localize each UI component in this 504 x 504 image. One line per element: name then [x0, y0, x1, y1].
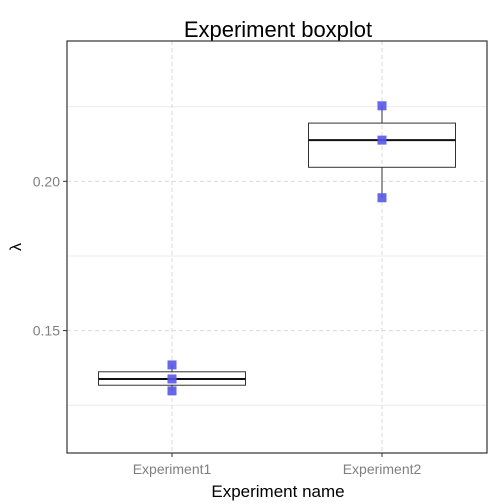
y-axis-label: λ — [8, 243, 25, 251]
chart-title: Experiment boxplot — [184, 17, 372, 42]
box-rect — [308, 122, 456, 168]
data-point — [377, 135, 387, 145]
data-point — [377, 101, 387, 111]
y-axis-ticks: 0.15 0.20 — [33, 173, 67, 339]
x-tick-label: Experiment2 — [343, 461, 422, 477]
data-point — [167, 360, 177, 370]
data-points — [167, 101, 387, 396]
data-point — [377, 193, 387, 203]
x-axis-label: Experiment name — [211, 482, 344, 501]
y-tick-label: 0.20 — [33, 173, 60, 189]
data-point — [167, 374, 177, 384]
grid-lines — [67, 41, 487, 453]
data-point — [167, 386, 177, 396]
y-tick-label: 0.15 — [33, 323, 60, 339]
x-tick-label: Experiment1 — [133, 461, 212, 477]
panel-border — [66, 40, 488, 454]
box-layer — [98, 105, 456, 391]
x-axis-ticks: Experiment1 Experiment2 — [133, 453, 422, 477]
